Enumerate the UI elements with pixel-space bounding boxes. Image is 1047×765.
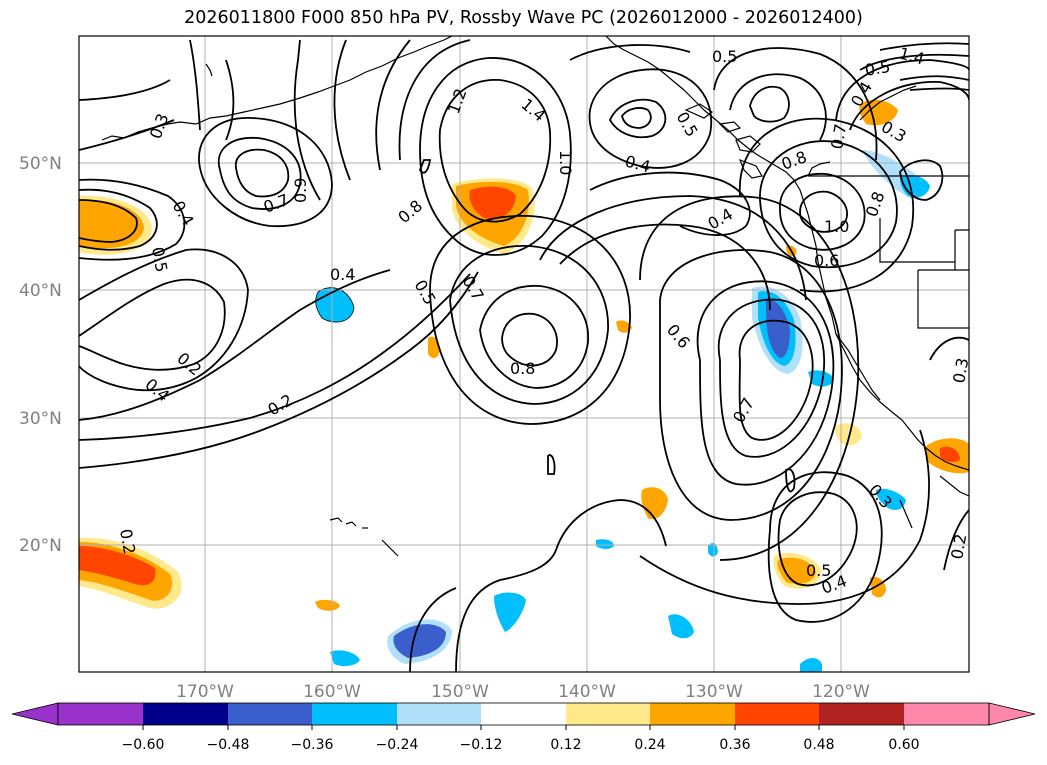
colorbar-extend-right: [988, 702, 1036, 726]
contour-label: 0.2: [116, 527, 139, 555]
colorbar-tick-label: −0.12: [460, 737, 503, 753]
pv-contours: [79, 39, 969, 672]
lon-label: 140°W: [558, 682, 616, 702]
colorbar-segment: [143, 703, 228, 725]
colorbar-tick-label: −0.36: [291, 737, 334, 753]
contour-label: 0.5: [148, 245, 171, 273]
contour-label: 0.5: [712, 47, 737, 66]
map-title: 2026011800 F000 850 hPa PV, Rossby Wave …: [184, 8, 863, 28]
contour-label: 1.0: [556, 150, 575, 175]
colorbar-tick-label: 0.60: [888, 737, 919, 753]
lon-label: 120°W: [812, 682, 870, 702]
contour-label: 0.6: [814, 251, 839, 270]
colorbar-segment: [397, 703, 481, 725]
contour-label: 0.2: [947, 532, 970, 560]
contour-label: 0.5: [863, 57, 891, 80]
lon-label: 170°W: [176, 682, 234, 702]
colorbar-tick-label: 0.36: [719, 737, 750, 753]
colorbar-tick-label: −0.48: [207, 737, 250, 753]
longitude-labels: 170°W 160°W 150°W 140°W 130°W 120°W: [176, 682, 870, 702]
contour-label: 0.9: [291, 178, 310, 203]
colorbar-tick-label: 0.12: [550, 737, 581, 753]
latitude-labels: 50°N 40°N 30°N 20°N: [19, 154, 62, 556]
lat-label: 20°N: [19, 536, 62, 556]
colorbar-extend-left: [11, 702, 59, 726]
map-frame: [78, 35, 970, 673]
contour-label: 0.8: [510, 359, 535, 378]
map-panel: 0.3 0.4 0.5 0.7 0.9 0.4 0.2 0.4 0.2 0.2 …: [79, 36, 972, 672]
lat-label: 40°N: [19, 281, 62, 301]
colorbar-segment: [650, 703, 735, 725]
lat-label: 50°N: [19, 154, 62, 174]
contour-label: 0.3: [949, 356, 972, 384]
lon-label: 130°W: [685, 682, 743, 702]
colorbar-segment: [904, 703, 989, 725]
shaded-anomalies: [79, 99, 969, 672]
colorbar-tick-label: 0.24: [634, 737, 665, 753]
colorbar-segment: [58, 703, 143, 725]
lat-label: 30°N: [19, 409, 62, 429]
contour-label: 0.4: [330, 265, 355, 284]
colorbar-segment: [819, 703, 904, 725]
contour-label: 0.5: [806, 561, 831, 580]
lon-label: 160°W: [303, 682, 361, 702]
colorbar-tick-label: −0.60: [122, 737, 165, 753]
colorbar-segment: [566, 703, 650, 725]
contour-label: 1.0: [824, 217, 849, 236]
colorbar-tick-label: 0.48: [803, 737, 834, 753]
colorbar-tick-label: −0.24: [376, 737, 419, 753]
colorbar-segment: [312, 703, 397, 725]
colorbar-segment: [481, 703, 566, 725]
lon-label: 150°W: [431, 682, 489, 702]
colorbar-segment: [228, 703, 312, 725]
contour-label: 0.7: [827, 122, 850, 150]
colorbar: −0.60 −0.48 −0.36 −0.24 −0.12 0.12 0.24 …: [11, 702, 1036, 753]
colorbar-segment: [735, 703, 819, 725]
